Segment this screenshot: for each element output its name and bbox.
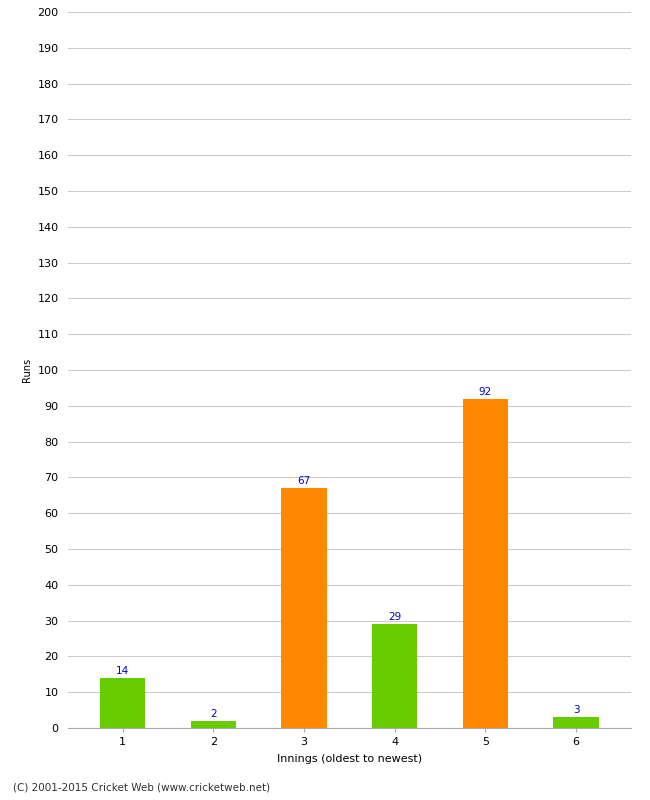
Bar [463, 398, 508, 728]
Text: 3: 3 [573, 706, 579, 715]
Bar [100, 678, 146, 728]
Text: 92: 92 [479, 387, 492, 397]
Text: 14: 14 [116, 666, 129, 676]
Text: 29: 29 [388, 612, 401, 622]
Bar [372, 624, 417, 728]
Bar [281, 488, 327, 728]
Bar [553, 718, 599, 728]
X-axis label: Innings (oldest to newest): Innings (oldest to newest) [277, 754, 422, 764]
Text: 2: 2 [210, 709, 216, 719]
Y-axis label: Runs: Runs [22, 358, 32, 382]
Text: (C) 2001-2015 Cricket Web (www.cricketweb.net): (C) 2001-2015 Cricket Web (www.cricketwe… [13, 782, 270, 792]
Bar [190, 721, 236, 728]
Text: 67: 67 [298, 476, 311, 486]
